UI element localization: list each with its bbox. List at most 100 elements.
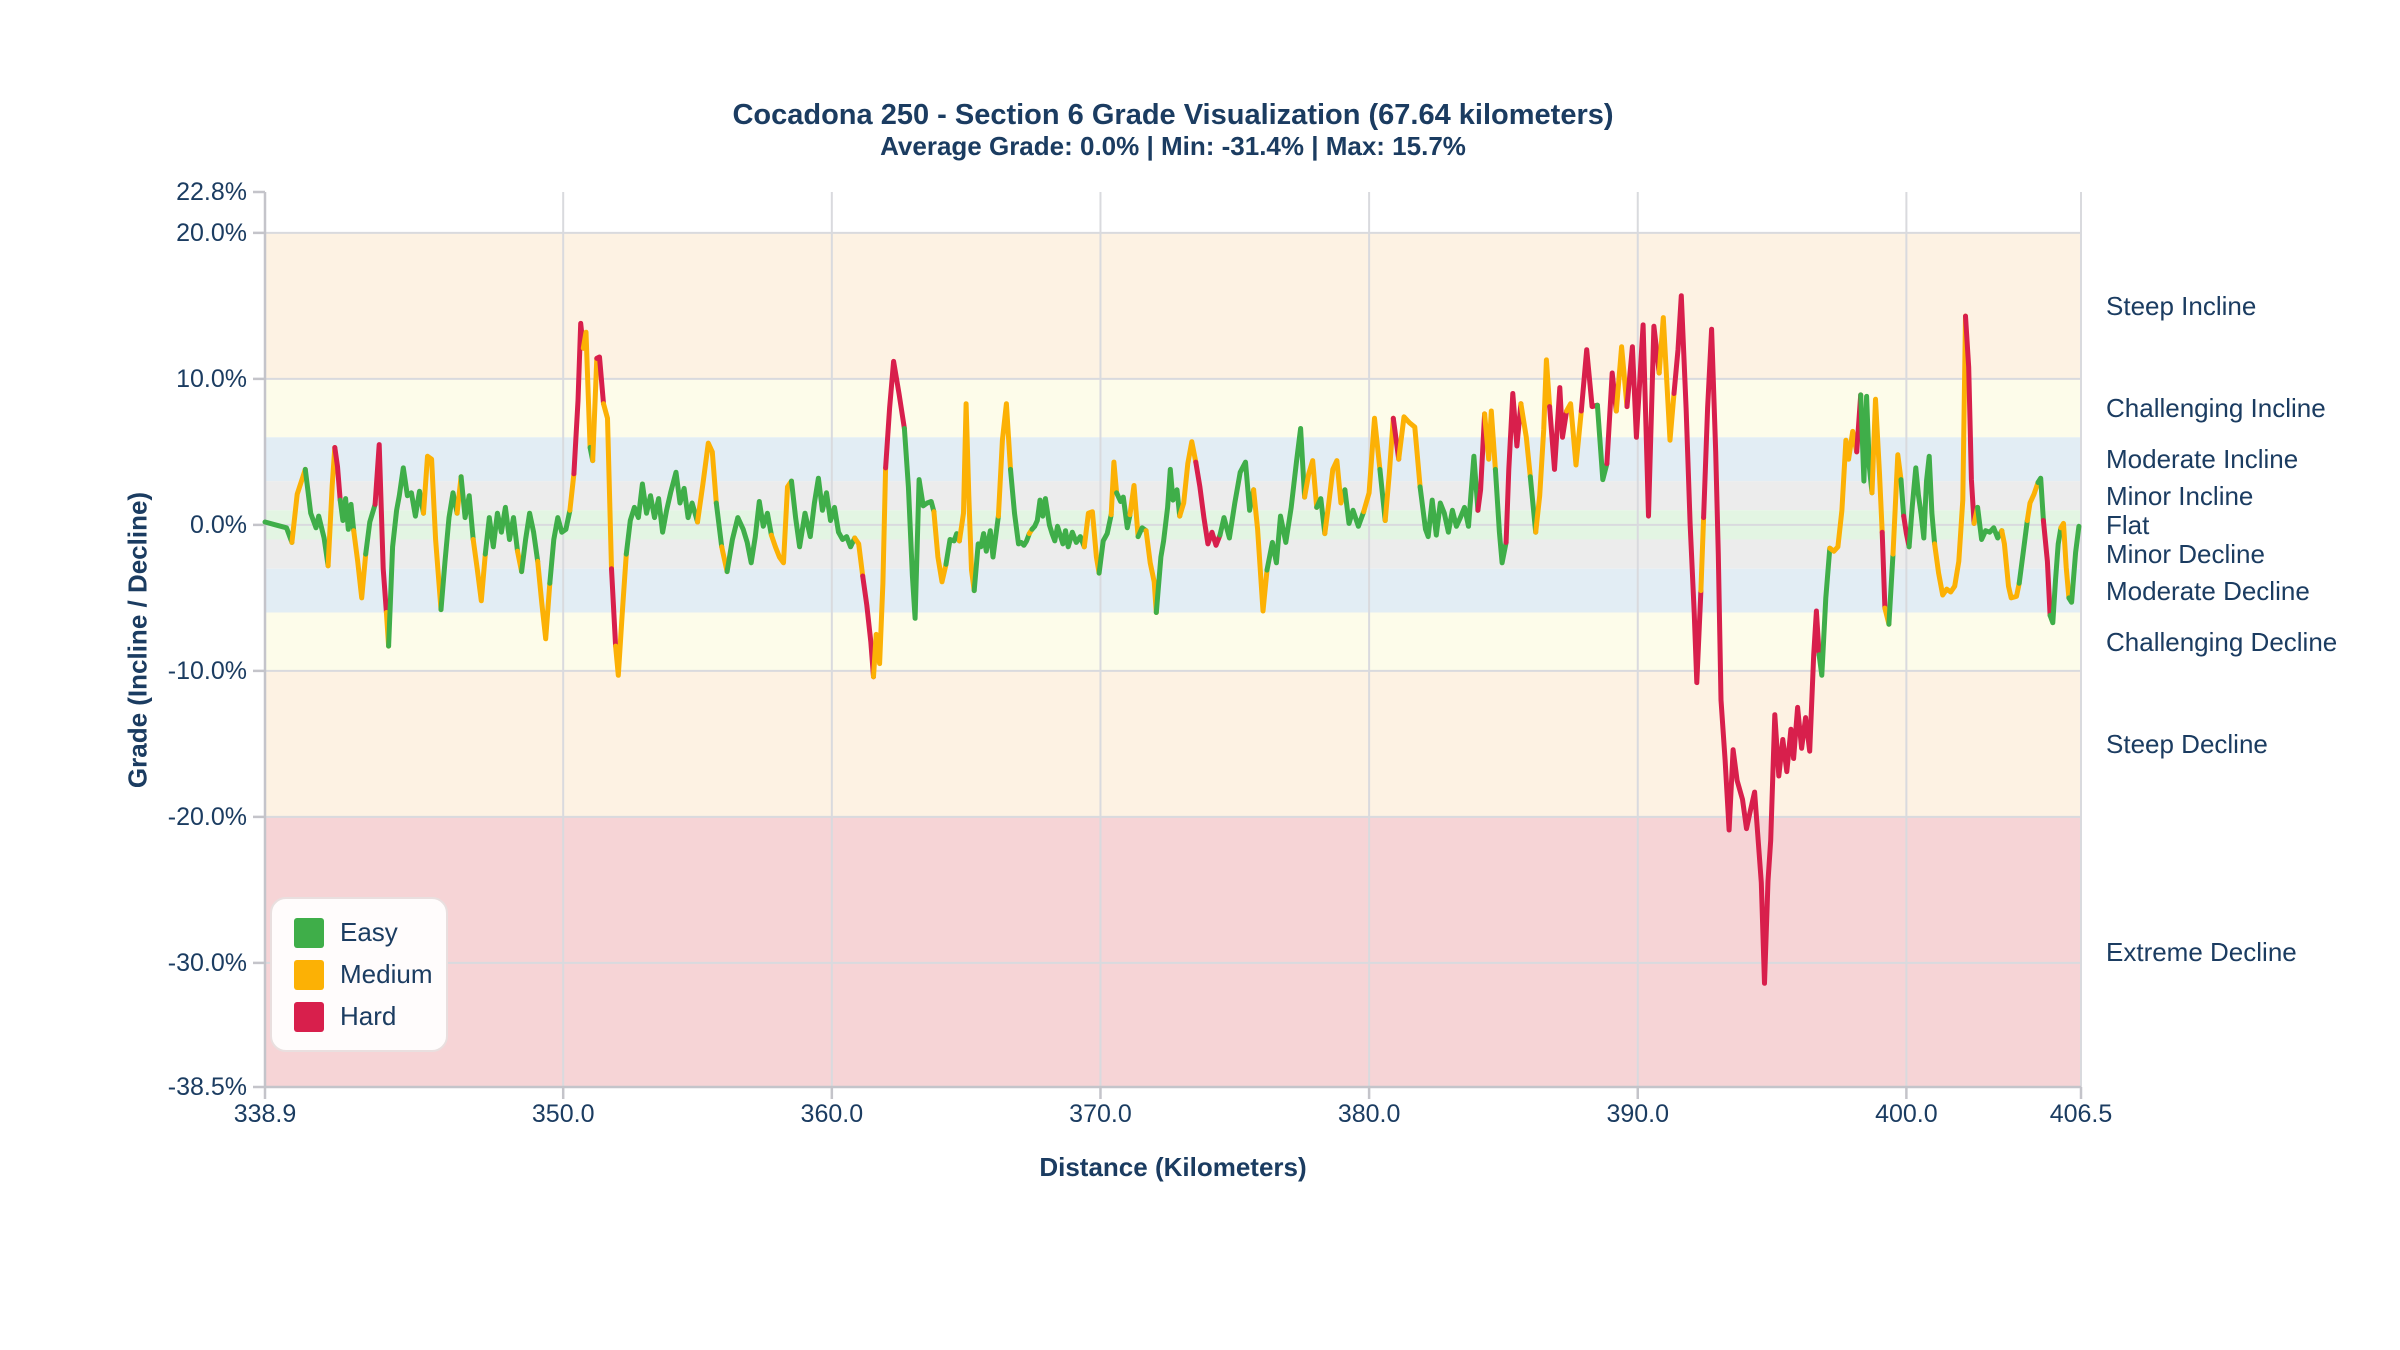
grade-line-hard xyxy=(883,358,907,471)
x-tick-label: 360.0 xyxy=(800,1100,864,1128)
grade-line-easy xyxy=(1492,466,1509,566)
grade-line-hard xyxy=(594,354,606,407)
grade-line-medium xyxy=(995,401,1013,519)
grade-line-medium xyxy=(768,478,794,566)
x-tick-label: 406.5 xyxy=(2049,1100,2113,1128)
grade-line-easy xyxy=(547,507,573,586)
chart-title: Cocadona 250 - Section 6 Grade Visualiza… xyxy=(732,99,1614,131)
grade-line-easy xyxy=(2047,525,2064,626)
grade-line-medium xyxy=(1533,357,1553,535)
grade-line-medium xyxy=(1869,396,1885,535)
grade-line-hard xyxy=(1879,529,1888,611)
grade-line-easy xyxy=(2066,523,2082,605)
legend-label: Easy xyxy=(340,917,398,947)
grade-line-medium xyxy=(601,401,614,572)
x-tick-label: 400.0 xyxy=(1875,1100,1938,1128)
zone-label-minor-decline: Minor Decline xyxy=(2106,539,2265,570)
grade-line-medium xyxy=(580,329,593,450)
grade-line-easy xyxy=(262,519,295,545)
legend-item-hard: Hard xyxy=(294,1001,446,1032)
grade-line-easy xyxy=(1029,496,1087,550)
legend-item-easy: Easy xyxy=(294,917,446,948)
y-tick-label: 20.0% xyxy=(176,218,247,247)
grade-line-hard xyxy=(1701,326,1822,986)
grade-line-medium xyxy=(1698,515,1707,594)
grade-line-medium xyxy=(421,453,444,613)
grade-line-medium xyxy=(931,509,949,585)
x-axis-title: Distance (Kilometers) xyxy=(1039,1152,1307,1182)
grade-line-easy xyxy=(337,496,357,534)
grade-line-medium xyxy=(351,528,369,601)
grade-line-medium xyxy=(2058,520,2072,601)
grade-line-hard xyxy=(1963,313,1977,526)
legend: Easy Medium Hard xyxy=(270,897,448,1052)
grade-line-easy xyxy=(1008,466,1032,548)
grade-line-easy xyxy=(1314,496,1328,537)
grade-line-easy xyxy=(438,490,460,613)
zone-band-moderate-decline xyxy=(265,568,2081,613)
grade-line-medium xyxy=(1564,401,1584,468)
grade-line-medium xyxy=(2024,480,2041,523)
grade-line-medium xyxy=(1999,528,2022,601)
grade-line-medium xyxy=(1827,428,1860,554)
zone-band-minor-decline xyxy=(265,539,2081,569)
y-tick-label: 0.0% xyxy=(190,510,247,539)
grade-line-easy xyxy=(1264,426,1308,573)
grade-line-easy xyxy=(1153,466,1183,615)
grade-line-hard xyxy=(1624,322,1662,519)
grade-line-medium xyxy=(613,551,629,678)
grade-line-easy xyxy=(1816,545,1833,678)
zone-label-minor-incline: Minor Incline xyxy=(2106,480,2254,511)
grade-line-easy xyxy=(724,499,774,575)
grade-line-medium xyxy=(1613,344,1630,414)
zone-label-challenging-decline: Challenging Decline xyxy=(2106,626,2338,657)
legend-label: Medium xyxy=(340,959,433,989)
y-tick-label: -20.0% xyxy=(167,802,247,831)
y-tick-label: -10.0% xyxy=(167,656,247,685)
grade-line-hard xyxy=(1547,385,1570,472)
grade-line-medium xyxy=(871,465,889,680)
y-tick-label: -38.5% xyxy=(167,1073,247,1101)
grade-line-easy xyxy=(1975,504,2005,542)
x-tick-label: 380.0 xyxy=(1337,1100,1401,1128)
grade-line-easy xyxy=(1417,453,1481,540)
grade-line-easy xyxy=(1898,477,1907,519)
grade-line-easy xyxy=(1217,459,1257,541)
zone-label-challenging-incline: Challenging Incline xyxy=(2106,393,2326,424)
zone-label-moderate-decline: Moderate Decline xyxy=(2106,575,2310,606)
grade-line-medium xyxy=(1302,458,1320,510)
grade-line-hard xyxy=(332,445,343,503)
y-tick-label: -30.0% xyxy=(167,948,247,977)
grade-line-hard xyxy=(372,442,389,615)
grade-line-hard xyxy=(609,566,619,649)
grade-line-medium xyxy=(1482,408,1498,472)
zone-label-moderate-incline: Moderate Incline xyxy=(2106,444,2299,475)
zone-band-extreme-decline xyxy=(265,816,2081,1087)
grade-line-hard xyxy=(1475,411,1488,513)
grade-line-medium xyxy=(1127,483,1141,540)
grade-line-medium xyxy=(535,558,553,642)
grade-line-medium xyxy=(325,445,338,569)
grade-line-easy xyxy=(302,466,331,569)
grade-line-medium xyxy=(695,440,719,525)
grade-line-easy xyxy=(482,504,520,557)
grade-line-hard xyxy=(1671,293,1704,686)
zone-band-steep-incline xyxy=(265,232,2081,379)
y-tick-label: 22.8% xyxy=(176,178,247,206)
legend-label: Hard xyxy=(340,1001,397,1031)
grade-line-easy xyxy=(363,501,378,557)
grade-line-medium xyxy=(1656,315,1677,443)
grade-line-easy xyxy=(458,474,476,542)
grade-line-medium xyxy=(1396,414,1423,490)
grade-line-medium xyxy=(470,537,488,604)
grade-line-easy xyxy=(1096,512,1114,576)
chart-subtitle: Average Grade: 0.0% | Min: -31.4% | Max:… xyxy=(880,131,1466,161)
zone-label-steep-incline: Steep Incline xyxy=(2106,290,2257,321)
grade-line-hard xyxy=(1578,347,1600,414)
grade-line-easy xyxy=(386,465,426,649)
grade-line-easy xyxy=(1906,453,1938,550)
grade-line-easy xyxy=(623,469,700,557)
grade-line-easy xyxy=(2016,518,2030,586)
grade-line-easy xyxy=(2035,475,2046,523)
